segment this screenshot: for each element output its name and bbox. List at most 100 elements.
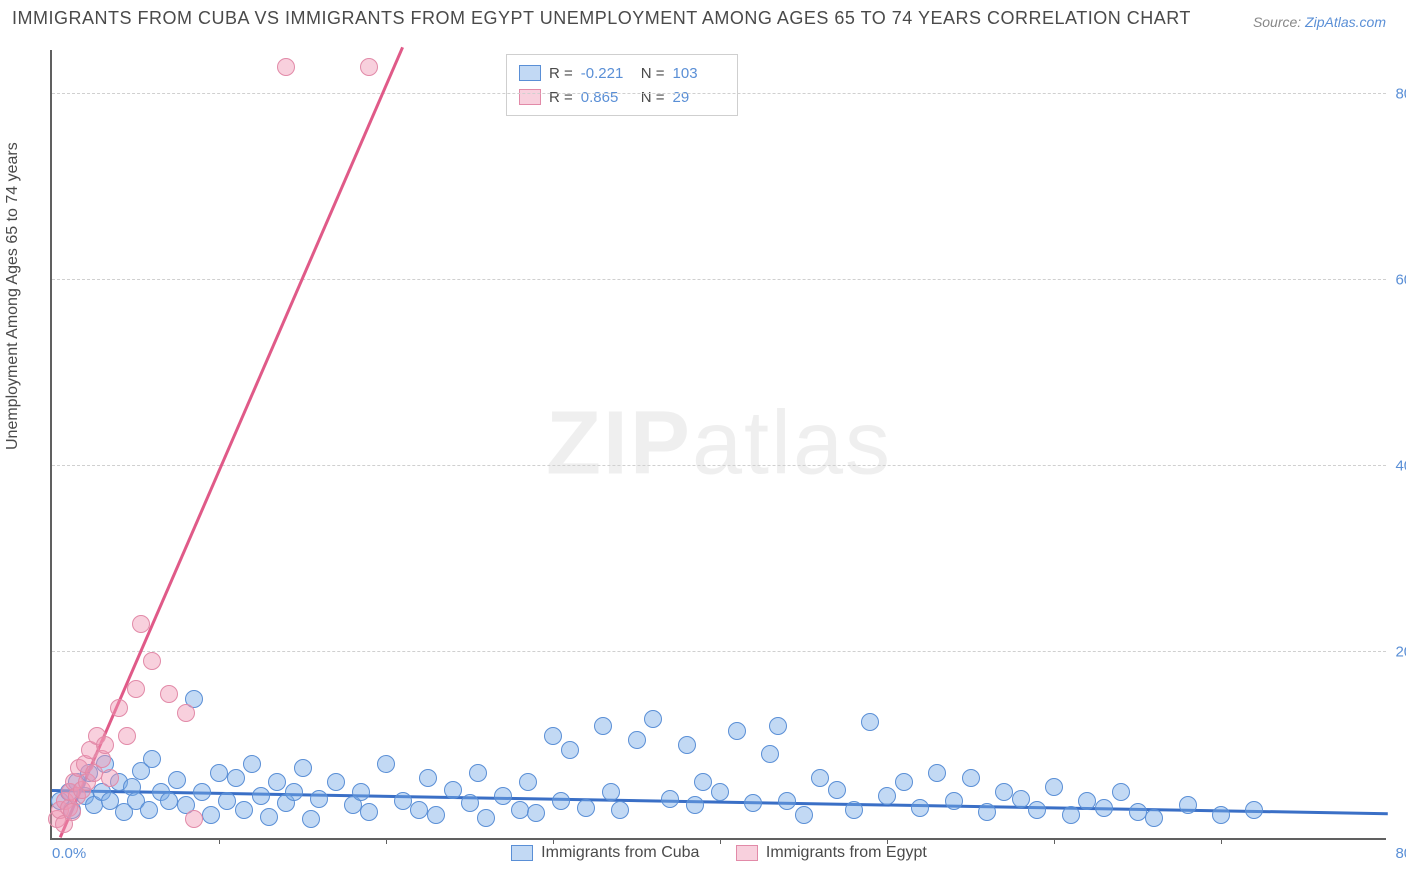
data-point [352,783,370,801]
chart-title: IMMIGRANTS FROM CUBA VS IMMIGRANTS FROM … [12,8,1191,29]
data-point [1062,806,1080,824]
data-point [143,652,161,670]
y-axis-label: Unemployment Among Ages 65 to 74 years [4,142,22,450]
data-point [202,806,220,824]
data-point [769,717,787,735]
data-point [218,792,236,810]
legend-label-cuba: Immigrants from Cuba [541,844,699,862]
data-point [694,773,712,791]
data-point [118,727,136,745]
n-label: N = [641,65,665,82]
data-point [185,810,203,828]
x-tick-mark [1054,838,1055,844]
data-point [1095,799,1113,817]
x-tick-mark [720,838,721,844]
data-point [243,755,261,773]
grid-line-h [52,651,1386,652]
watermark: ZIPatlas [546,393,892,496]
source-attribution: Source: ZipAtlas.com [1253,14,1386,30]
data-point [1129,803,1147,821]
data-point [268,773,286,791]
data-point [494,787,512,805]
legend-item-cuba: Immigrants from Cuba [511,844,699,862]
data-point [294,759,312,777]
swatch-cuba [511,845,533,861]
x-tick-mark [1221,838,1222,844]
data-point [511,801,529,819]
r-value-cuba: -0.221 [581,65,633,82]
data-point [96,736,114,754]
data-point [686,796,704,814]
data-point [1028,801,1046,819]
data-point [140,801,158,819]
data-point [132,615,150,633]
swatch-cuba [519,65,541,81]
data-point [235,801,253,819]
data-point [1012,790,1030,808]
data-point [260,808,278,826]
r-value-egypt: 0.865 [581,89,633,106]
data-point [744,794,762,812]
data-point [160,792,178,810]
data-point [160,685,178,703]
x-tick-label-end: 80.0% [1395,845,1406,862]
data-point [143,750,161,768]
data-point [377,755,395,773]
source-label: Source: [1253,14,1305,30]
data-point [795,806,813,824]
data-point [778,792,796,810]
data-point [878,787,896,805]
data-point [360,58,378,76]
data-point [177,704,195,722]
data-point [1145,809,1163,827]
series-legend: Immigrants from Cuba Immigrants from Egy… [52,844,1386,866]
data-point [394,792,412,810]
legend-row-cuba: R = -0.221 N = 103 [519,61,725,85]
r-label: R = [549,65,573,82]
data-point [101,769,119,787]
n-label: N = [641,89,665,106]
data-point [1212,806,1230,824]
data-point [469,764,487,782]
grid-line-h [52,465,1386,466]
data-point [1179,796,1197,814]
data-point [1078,792,1096,810]
legend-item-egypt: Immigrants from Egypt [736,844,927,862]
y-tick-label: 40.0% [1395,458,1406,475]
x-tick-mark [386,838,387,844]
data-point [1045,778,1063,796]
data-point [527,804,545,822]
data-point [277,58,295,76]
x-tick-label-origin: 0.0% [52,845,86,862]
x-tick-mark [553,838,554,844]
data-point [193,783,211,801]
plot-area: ZIPatlas R = -0.221 N = 103 R = 0.865 N … [50,50,1386,840]
data-point [477,809,495,827]
data-point [728,722,746,740]
r-label: R = [549,89,573,106]
data-point [945,792,963,810]
data-point [811,769,829,787]
x-tick-mark [887,838,888,844]
data-point [327,773,345,791]
y-tick-label: 60.0% [1395,272,1406,289]
data-point [928,764,946,782]
data-point [552,792,570,810]
data-point [419,769,437,787]
data-point [127,680,145,698]
data-point [962,769,980,787]
legend-label-egypt: Immigrants from Egypt [766,844,927,862]
data-point [611,801,629,819]
data-point [911,799,929,817]
watermark-bold: ZIP [546,394,692,494]
data-point [602,783,620,801]
data-point [678,736,696,754]
data-point [227,769,245,787]
data-point [302,810,320,828]
y-tick-label: 80.0% [1395,86,1406,103]
data-point [895,773,913,791]
data-point [561,741,579,759]
data-point [360,803,378,821]
data-point [110,699,128,717]
data-point [845,801,863,819]
